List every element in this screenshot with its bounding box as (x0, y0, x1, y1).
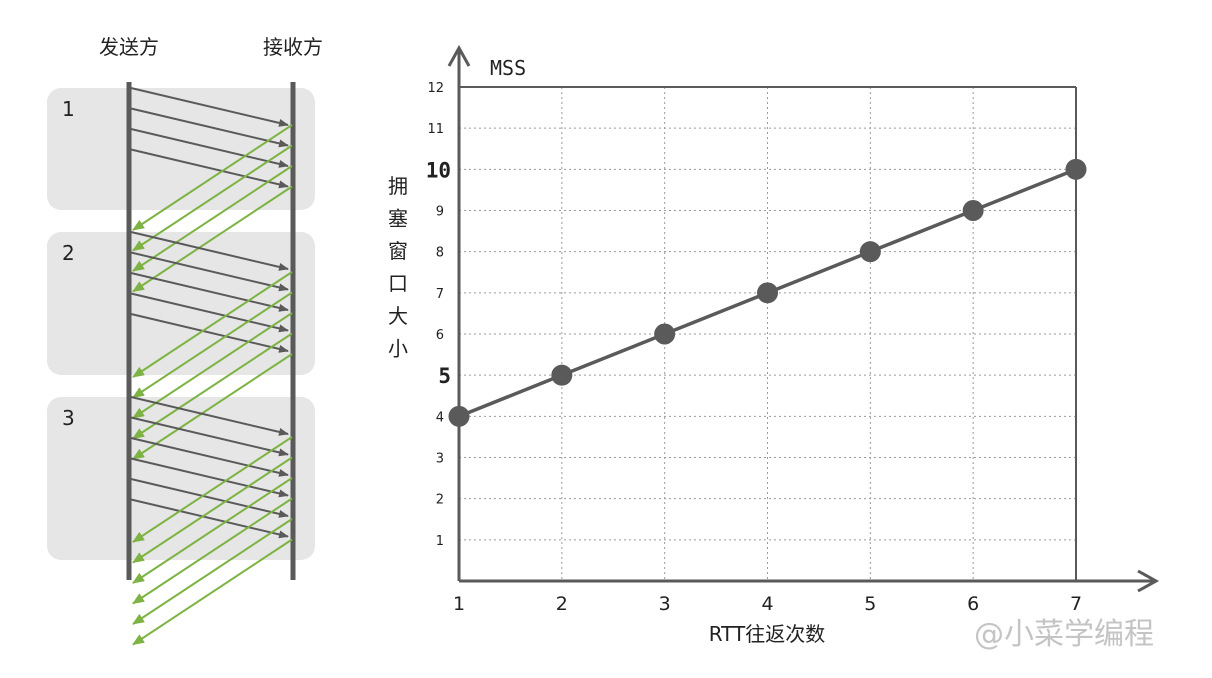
y-tick-label: 11 (427, 122, 444, 137)
y-axis-label-char: 小 (388, 337, 408, 361)
watermark: @小菜学编程 (974, 617, 1154, 652)
ack-arrow (132, 144, 293, 252)
sender-label: 发送方 (99, 35, 159, 59)
data-segment-arrow (130, 148, 289, 189)
y-tick-label: 2 (436, 493, 444, 508)
data-segment-arrow (130, 437, 289, 477)
ack-arrow (132, 353, 293, 460)
x-tick-label: 2 (556, 593, 568, 615)
y-tick-label: 4 (436, 410, 444, 425)
x-tick-label: 4 (761, 593, 773, 615)
ack-arrow (132, 291, 293, 399)
data-segment-arrow (130, 272, 289, 312)
x-axis-label: RTT往返次数 (709, 622, 826, 646)
ack-arrow (132, 165, 293, 272)
round-label: 2 (62, 241, 75, 265)
chart-grid (459, 86, 1077, 581)
ack-arrow (132, 436, 293, 543)
series-line (448, 158, 1087, 427)
data-segment-arrow (130, 128, 289, 168)
ack-arrow (132, 497, 293, 605)
data-point (859, 241, 881, 263)
x-tick-label: 1 (453, 593, 465, 615)
y-axis-label-char: 窗 (388, 239, 408, 263)
x-tick-label: 6 (967, 593, 979, 615)
ack-arrow (132, 456, 293, 564)
data-segment-arrow (130, 313, 289, 353)
ack-arrow (132, 518, 293, 625)
data-point (1065, 158, 1087, 180)
data-point (962, 200, 984, 221)
x-axis-arrowhead (1137, 569, 1160, 593)
round-labels: 1 2 3 (62, 97, 75, 430)
data-point (551, 364, 573, 386)
segment-arrows (130, 87, 293, 646)
y-tick-label: 8 (436, 246, 444, 261)
ack-arrow (132, 332, 293, 440)
y-axis-label-char: 塞 (388, 207, 408, 231)
round-label: 3 (62, 406, 75, 430)
round-box (47, 397, 315, 560)
x-tick-label: 5 (864, 593, 876, 615)
receiver-label: 接收方 (263, 35, 323, 59)
ack-arrow (132, 477, 293, 584)
y-axis-unit: MSS (490, 56, 526, 80)
y-axis-label-char: 口 (388, 272, 408, 296)
data-segment-arrow (130, 107, 289, 148)
y-tick-label: 6 (436, 328, 444, 343)
y-tick-label: 5 (438, 364, 451, 388)
data-segment-arrow (130, 416, 289, 457)
chart-axes (447, 44, 1160, 593)
sequence-diagram: 1 2 3 发送方 接收方 (47, 35, 323, 646)
data-point (448, 405, 470, 427)
y-axis-label-char: 拥 (388, 174, 408, 198)
data-segment-arrow (130, 396, 289, 436)
data-segment-arrow (130, 478, 289, 518)
data-segment-arrow (130, 498, 289, 539)
data-point (654, 323, 676, 345)
ack-arrow (132, 185, 293, 293)
ack-arrow (132, 271, 293, 378)
y-axis-arrowhead (447, 44, 471, 67)
ack-arrow (132, 312, 293, 419)
ack-arrow (132, 124, 293, 231)
data-segment-arrow (130, 87, 289, 127)
data-segment-arrow (130, 231, 289, 271)
round-label: 1 (62, 97, 75, 121)
y-tick-label: 9 (436, 205, 444, 220)
data-segment-arrow (130, 251, 289, 292)
data-segment-arrow (130, 457, 289, 498)
round-backgrounds (47, 88, 315, 560)
ack-arrow (132, 538, 293, 646)
data-point (757, 282, 778, 304)
y-tick-label: 3 (436, 452, 444, 467)
y-tick-label: 12 (427, 81, 444, 96)
y-tick-label: 7 (436, 287, 444, 302)
x-tick-label: 7 (1070, 593, 1082, 615)
round-box (47, 88, 315, 210)
y-axis-label-char: 大 (388, 304, 408, 328)
x-tick-labels: 1 2 3 4 5 6 7 (453, 593, 1082, 615)
y-tick-label: 10 (426, 158, 451, 182)
round-box (47, 232, 315, 375)
data-segment-arrow (130, 292, 289, 333)
y-tick-label: 1 (436, 534, 444, 549)
x-tick-label: 3 (659, 593, 671, 615)
